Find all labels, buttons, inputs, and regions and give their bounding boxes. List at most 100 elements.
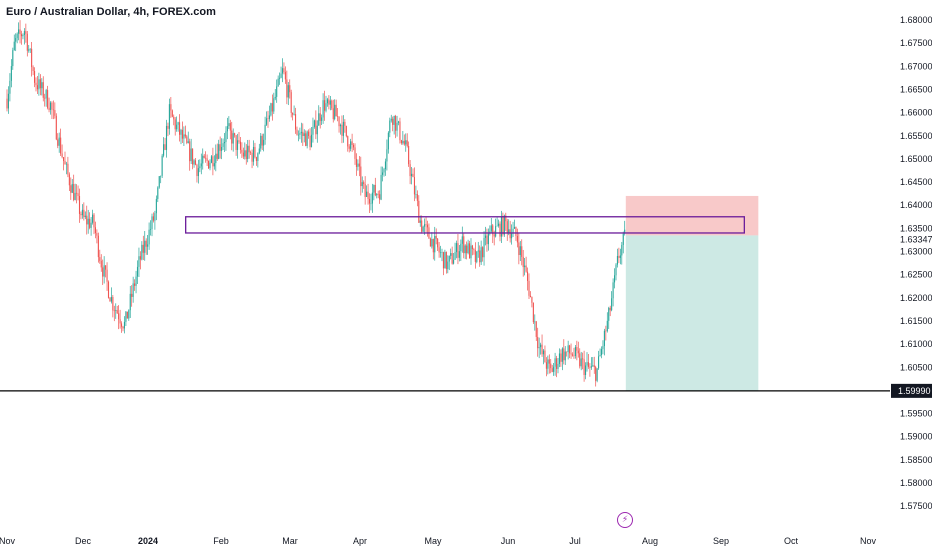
candle (527, 267, 529, 291)
supply-zone-rectangle[interactable] (185, 216, 745, 234)
candle (612, 278, 614, 307)
candle-body (479, 250, 481, 263)
candle (277, 75, 279, 87)
candle-body (351, 141, 353, 145)
candle (337, 108, 339, 122)
candle (279, 72, 281, 85)
candle (467, 239, 469, 255)
candle (45, 88, 47, 107)
candle-body (493, 234, 495, 237)
candle-body (450, 253, 452, 256)
drawings[interactable] (0, 195, 890, 392)
candle (374, 177, 376, 197)
candle-body (586, 362, 588, 366)
candle (23, 28, 25, 45)
horizontal-line-price-tag[interactable]: 1.59990 (891, 383, 932, 398)
candle (16, 32, 18, 44)
candle-body (309, 135, 311, 148)
candle (221, 138, 223, 160)
candle-body (306, 131, 308, 146)
candle (522, 249, 524, 277)
candle-body (239, 141, 241, 150)
candle (54, 102, 56, 119)
time-tick-label: Dec (75, 536, 92, 546)
candle-body (463, 236, 465, 254)
candle (15, 33, 17, 52)
candle-body (421, 220, 423, 232)
time-tick-label: Feb (213, 536, 229, 546)
candle (516, 228, 518, 248)
candle (208, 160, 210, 170)
candle (244, 142, 246, 160)
price-tick-label: 1.60500 (900, 362, 932, 372)
candle (500, 210, 502, 244)
candle-body (232, 133, 234, 144)
candle-body (219, 144, 221, 151)
candle-body (144, 240, 146, 253)
candle (454, 242, 456, 260)
candle-body (193, 160, 195, 165)
candle-body (580, 358, 582, 367)
candle-body (10, 66, 12, 81)
candle (302, 123, 304, 146)
candle (370, 193, 372, 211)
candle (67, 156, 69, 178)
candle-body (41, 82, 43, 89)
candle-body (266, 118, 268, 125)
time-axis[interactable]: Nov Dec 2024 Feb Mar Apr May Jun Jul Aug Sep Oct Nov (0, 536, 876, 546)
candle (250, 150, 252, 156)
candle (219, 136, 221, 159)
take-profit-zone[interactable] (625, 235, 759, 391)
candle-body (606, 320, 608, 332)
candle-body (518, 242, 520, 256)
candle (455, 240, 458, 259)
candle-body (357, 163, 359, 167)
candle (450, 248, 452, 260)
candle-body (595, 367, 597, 381)
candle-body (308, 131, 310, 136)
candle-body (528, 280, 530, 296)
candle (80, 211, 82, 220)
candle-body (216, 153, 218, 159)
candle (212, 147, 214, 176)
candle (254, 142, 256, 159)
candle (36, 75, 38, 94)
candle (280, 66, 282, 79)
candle (566, 351, 568, 357)
candle (245, 144, 247, 165)
candle (315, 110, 317, 140)
lightning-icon[interactable]: ⚡ (617, 512, 633, 528)
candle (295, 107, 297, 134)
candle-body (403, 140, 405, 145)
candle-body (119, 319, 121, 324)
candle (115, 303, 117, 319)
candle-body (347, 136, 349, 147)
candle-body (467, 243, 469, 254)
stop-loss-zone[interactable] (625, 195, 759, 236)
candle-body (63, 157, 65, 162)
candle-body (13, 41, 15, 51)
candle (300, 122, 302, 143)
candle (368, 193, 371, 213)
candle-body (413, 177, 415, 195)
candle (276, 79, 278, 103)
candle (319, 107, 321, 129)
candle (12, 47, 14, 70)
candle (47, 85, 49, 110)
candle-body (441, 252, 443, 253)
candle-body (136, 266, 139, 277)
candle-body (319, 113, 321, 121)
candle-body (261, 135, 263, 146)
candle-body (289, 85, 291, 93)
candle (39, 74, 41, 96)
candle (271, 94, 273, 121)
candle-body (26, 33, 28, 51)
candle (76, 184, 78, 204)
candle-body (152, 216, 154, 221)
candle-body (103, 265, 105, 277)
candle-body (28, 49, 30, 51)
candle (469, 240, 471, 259)
price-axis[interactable]: 1.68000 1.67500 1.67000 1.66500 1.66000 1.655… (891, 15, 932, 511)
candle-body (492, 225, 494, 235)
